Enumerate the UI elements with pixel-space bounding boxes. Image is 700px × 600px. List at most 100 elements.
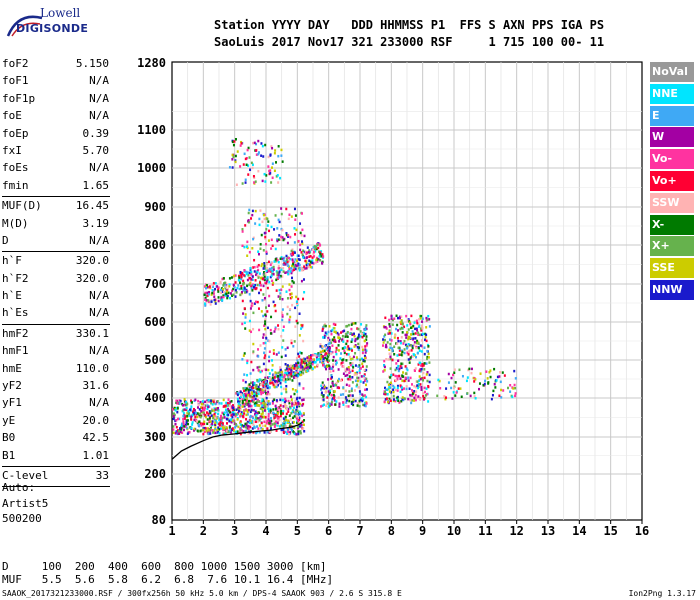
echo-point — [283, 375, 286, 379]
echo-point — [365, 344, 368, 347]
echo-point — [351, 381, 354, 384]
echo-point — [400, 362, 403, 365]
echo-point — [424, 335, 427, 339]
echo-point — [317, 352, 320, 355]
echo-point — [499, 380, 502, 384]
echo-point — [365, 349, 368, 352]
echo-point — [251, 386, 254, 390]
echo-point — [401, 327, 404, 330]
echo-point — [178, 417, 181, 421]
echo-point — [261, 428, 264, 431]
echo-point — [257, 169, 260, 173]
echo-point — [365, 365, 368, 368]
echo-point — [284, 415, 287, 419]
echo-point — [296, 417, 299, 420]
echo-point — [264, 180, 267, 183]
echo-point — [233, 285, 236, 289]
param-key: foEs — [2, 161, 29, 175]
echo-point — [253, 392, 256, 396]
echo-point — [363, 377, 366, 380]
echo-point — [193, 418, 196, 422]
echo-point — [285, 424, 288, 428]
echo-point — [319, 360, 322, 364]
echo-point — [408, 387, 411, 390]
y-tick-label: 700 — [144, 277, 166, 291]
echo-point — [251, 141, 254, 145]
echo-point — [256, 398, 259, 402]
echo-point — [245, 413, 248, 417]
echo-point — [410, 389, 413, 392]
echo-point — [300, 366, 303, 369]
echo-point — [230, 276, 233, 279]
echo-cluster — [203, 242, 325, 307]
echo-point — [319, 343, 322, 346]
echo-point — [217, 407, 220, 410]
echo-point — [279, 373, 282, 377]
echo-point — [208, 410, 211, 413]
echo-point — [287, 256, 290, 260]
echo-point — [211, 420, 214, 423]
param-value: 320.0 — [75, 254, 109, 268]
echo-point — [309, 261, 312, 264]
echo-point — [291, 364, 294, 368]
echo-point — [202, 427, 205, 430]
echo-point — [223, 414, 226, 417]
echo-point — [427, 400, 430, 403]
echo-point — [364, 328, 367, 331]
echo-point — [261, 179, 264, 183]
echo-point — [342, 393, 345, 396]
echo-point — [179, 427, 182, 430]
echo-point — [212, 416, 215, 420]
echo-point — [314, 250, 317, 253]
echo-point — [245, 392, 248, 395]
echo-point — [340, 379, 343, 382]
echo-point — [291, 404, 294, 408]
echo-point — [332, 364, 335, 367]
echo-point — [360, 397, 363, 400]
echo-point — [232, 411, 235, 414]
echo-point — [250, 161, 253, 165]
echo-point — [212, 289, 215, 293]
echo-point — [488, 371, 491, 374]
echo-point — [277, 218, 280, 222]
echo-point — [243, 412, 246, 415]
echo-point — [419, 317, 422, 320]
echo-point — [384, 392, 387, 396]
echo-point — [239, 413, 242, 416]
echo-point — [346, 339, 349, 343]
echo-point — [288, 259, 291, 263]
echo-point — [257, 392, 260, 396]
echo-point — [250, 270, 253, 274]
echo-point — [320, 354, 323, 358]
echo-point — [247, 431, 250, 435]
echo-point — [205, 429, 208, 433]
y-tick-label: 1100 — [137, 123, 166, 137]
echo-point — [272, 268, 275, 271]
echo-point — [416, 380, 419, 383]
echo-point — [502, 389, 505, 392]
echo-point — [307, 359, 310, 362]
echo-point — [294, 412, 297, 416]
echo-point — [364, 388, 367, 391]
echo-point — [182, 417, 185, 421]
echo-point — [263, 383, 266, 387]
echo-point — [421, 362, 424, 366]
echo-point — [217, 299, 220, 303]
echo-point — [252, 342, 255, 346]
echo-point — [214, 421, 217, 425]
echo-point — [294, 306, 297, 310]
echo-point — [249, 168, 252, 172]
echo-point — [258, 404, 261, 407]
param-value: N/A — [89, 344, 109, 358]
echo-point — [280, 424, 283, 427]
echo-point — [316, 353, 319, 356]
echo-point — [276, 414, 279, 418]
echo-point — [348, 390, 351, 393]
echo-point — [322, 255, 325, 258]
echo-point — [325, 357, 328, 361]
echo-point — [301, 420, 304, 423]
echo-point — [396, 386, 399, 390]
echo-point — [384, 398, 387, 401]
echo-point — [333, 390, 336, 393]
echo-point — [283, 420, 286, 424]
